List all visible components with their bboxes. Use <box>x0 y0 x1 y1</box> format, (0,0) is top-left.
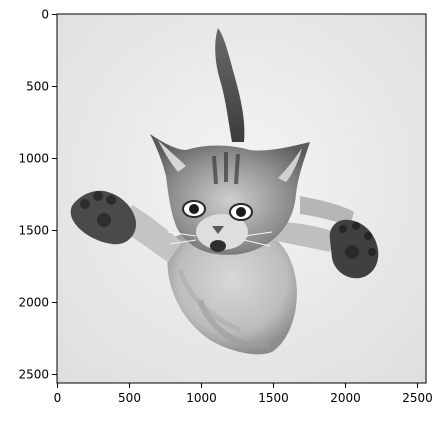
x-tick-label: 2500 <box>402 391 433 405</box>
kitten-left-leg <box>120 205 182 262</box>
y-tick-label: 0 <box>41 8 49 22</box>
y-tick-label: 2000 <box>18 296 49 310</box>
x-tick-label: 1500 <box>258 391 289 405</box>
kitten-mouth <box>210 240 226 252</box>
kitten-head <box>150 134 310 255</box>
x-tick-label: 1000 <box>186 391 217 405</box>
kitten-tail <box>215 28 245 142</box>
x-axis: 0 500 1000 1500 2000 2500 <box>54 383 433 405</box>
y-tick-label: 1500 <box>18 224 49 238</box>
y-tick-label: 2500 <box>18 368 49 382</box>
kitten-photo <box>57 14 426 383</box>
x-tick-label: 500 <box>118 391 141 405</box>
x-tick-label: 2000 <box>330 391 361 405</box>
axes-frame <box>56 13 427 384</box>
kitten-body <box>167 229 297 355</box>
y-tick-label: 500 <box>26 80 49 94</box>
y-axis: 0 500 1000 1500 2000 2500 <box>18 8 57 382</box>
kitten-right-leg <box>272 222 336 252</box>
kitten-nose <box>212 226 224 234</box>
y-tick-label: 1000 <box>18 152 49 166</box>
x-tick-label: 0 <box>54 391 62 405</box>
